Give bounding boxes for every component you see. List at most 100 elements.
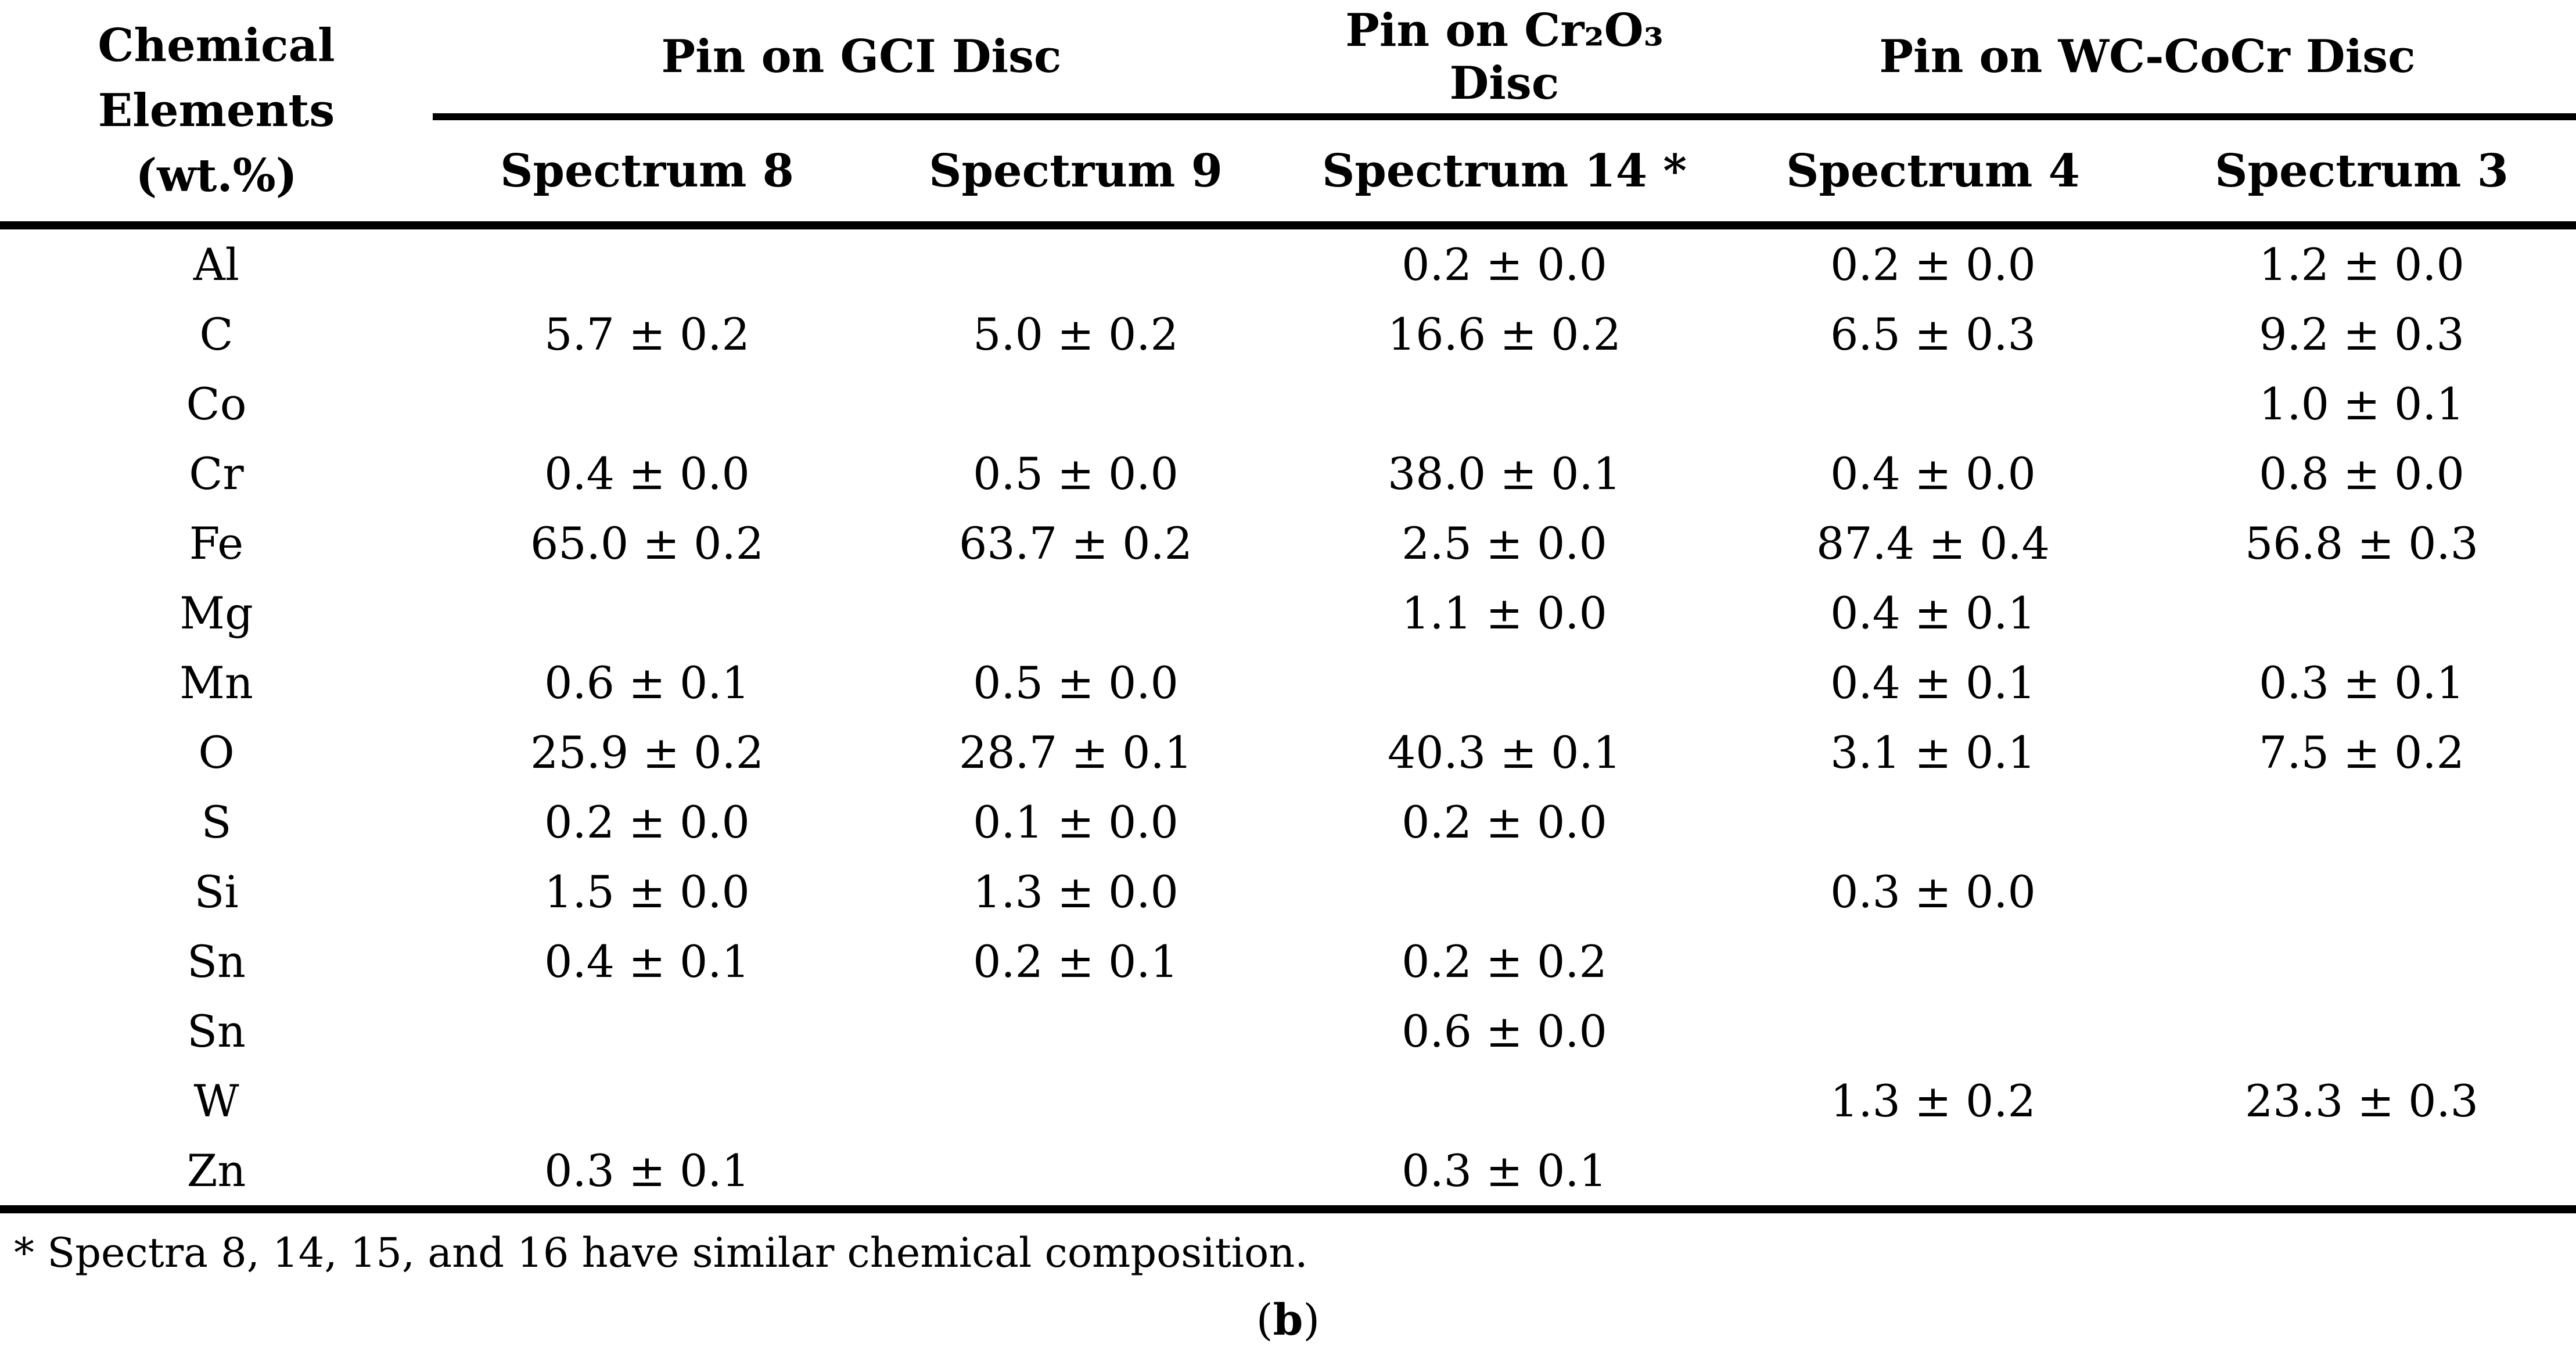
element-cell: Zn — [0, 1136, 433, 1213]
value-cell — [861, 578, 1290, 648]
value-cell — [1290, 857, 1719, 926]
column-header-spectrum-14: Spectrum 14 * — [1290, 117, 1719, 229]
element-cell: W — [193, 1075, 239, 1127]
value-cell — [2147, 578, 2576, 648]
table-row-fe: Fe 65.0 ± 0.2 63.7 ± 0.2 2.5 ± 0.0 87.4 … — [0, 508, 2576, 578]
value-cell: 40.3 ± 0.1 — [1387, 726, 1622, 778]
value-cell — [433, 996, 861, 1066]
value-cell: 0.2 ± 0.0 — [1402, 796, 1607, 848]
value-cell — [433, 369, 861, 439]
table-row-al: Al 0.2 ± 0.0 0.2 ± 0.0 1.2 ± 0.0 — [0, 225, 2576, 299]
value-cell — [2147, 1136, 2576, 1213]
table-row-mg: Mg 1.1 ± 0.0 0.4 ± 0.1 — [0, 578, 2576, 648]
value-cell: 28.7 ± 0.1 — [958, 726, 1193, 778]
value-cell — [1719, 369, 2147, 439]
value-cell: 1.0 ± 0.1 — [2259, 378, 2464, 430]
corner-header-chemical-elements: Chemical Elements (wt.%) — [0, 0, 433, 229]
element-cell: C — [199, 308, 233, 360]
value-cell: 0.2 ± 0.1 — [973, 935, 1179, 987]
element-cell: Fe — [189, 517, 244, 569]
value-cell: 56.8 ± 0.3 — [2244, 517, 2479, 569]
value-cell — [1719, 926, 2147, 996]
value-cell — [433, 578, 861, 648]
value-cell — [861, 1066, 1290, 1136]
value-cell: 0.4 ± 0.0 — [544, 447, 750, 500]
value-cell — [1719, 1136, 2147, 1213]
column-header-spectrum-8: Spectrum 8 — [433, 117, 861, 229]
table-row-si: Si 1.5 ± 0.0 1.3 ± 0.0 0.3 ± 0.0 — [0, 857, 2576, 926]
value-cell: 0.4 ± 0.1 — [544, 935, 750, 987]
value-cell: 23.3 ± 0.3 — [2244, 1075, 2479, 1127]
value-cell: 0.3 ± 0.1 — [433, 1136, 861, 1213]
value-cell — [2147, 787, 2576, 857]
table-row-mn: Mn 0.6 ± 0.1 0.5 ± 0.0 0.4 ± 0.1 0.3 ± 0… — [0, 648, 2576, 717]
value-cell: 87.4 ± 0.4 — [1816, 517, 2050, 569]
table-row-co: Co 1.0 ± 0.1 — [0, 369, 2576, 439]
value-cell: 3.1 ± 0.1 — [1830, 726, 2036, 778]
element-cell: S — [201, 796, 232, 848]
value-cell: 65.0 ± 0.2 — [530, 517, 764, 569]
value-cell: 0.4 ± 0.0 — [1830, 447, 2036, 500]
value-cell — [1719, 787, 2147, 857]
value-cell — [2147, 996, 2576, 1066]
value-cell: 6.5 ± 0.3 — [1830, 308, 2036, 360]
table-row-sn-1: Sn 0.4 ± 0.1 0.2 ± 0.1 0.2 ± 0.2 — [0, 926, 2576, 996]
element-cell: Co — [186, 378, 247, 430]
column-header-spectrum-9: Spectrum 9 — [861, 117, 1290, 229]
element-cell: Sn — [186, 1005, 246, 1057]
value-cell: 0.3 ± 0.1 — [1290, 1136, 1719, 1213]
table-row-w: W 1.3 ± 0.2 23.3 ± 0.3 — [0, 1066, 2576, 1136]
value-cell: 5.0 ± 0.2 — [973, 308, 1179, 360]
table-body: Al 0.2 ± 0.0 0.2 ± 0.0 1.2 ± 0.0 C 5.7 ±… — [0, 225, 2576, 1213]
value-cell: 5.7 ± 0.2 — [544, 308, 750, 360]
table-row-s: S 0.2 ± 0.0 0.1 ± 0.0 0.2 ± 0.0 — [0, 787, 2576, 857]
value-cell: 1.2 ± 0.0 — [2259, 238, 2464, 290]
element-cell: Mg — [179, 587, 253, 639]
value-cell — [861, 369, 1290, 439]
value-cell: 0.4 ± 0.1 — [1830, 587, 2036, 639]
value-cell: 38.0 ± 0.1 — [1387, 447, 1622, 500]
value-cell: 0.5 ± 0.0 — [973, 656, 1179, 709]
element-cell: Al — [193, 238, 240, 290]
caption-close-paren: ) — [1303, 1295, 1320, 1345]
chemical-composition-table: Chemical Elements (wt.%) Pin on GCI Disc… — [0, 0, 2576, 1213]
value-cell — [861, 996, 1290, 1066]
value-cell: 1.5 ± 0.0 — [544, 865, 750, 918]
element-cell: Mn — [179, 656, 253, 709]
column-header-spectrum-3: Spectrum 3 — [2147, 117, 2576, 229]
value-cell — [2147, 857, 2576, 926]
table-row-o: O 25.9 ± 0.2 28.7 ± 0.1 40.3 ± 0.1 3.1 ±… — [0, 717, 2576, 787]
caption-open-paren: ( — [1256, 1295, 1273, 1345]
value-cell — [1290, 1066, 1719, 1136]
value-cell: 0.6 ± 0.0 — [1402, 1005, 1607, 1057]
group-header-row: Chemical Elements (wt.%) Pin on GCI Disc… — [0, 0, 2576, 229]
value-cell: 63.7 ± 0.2 — [958, 517, 1193, 569]
value-cell: 0.2 ± 0.0 — [1830, 238, 2036, 290]
column-header-spectrum-4: Spectrum 4 — [1719, 117, 2147, 229]
value-cell — [433, 225, 861, 299]
element-cell: Si — [194, 865, 239, 918]
value-cell: 1.1 ± 0.0 — [1402, 587, 1607, 639]
group-header-cr2o3-disc: Pin on Cr₂O₃ Disc — [1290, 0, 1719, 120]
spectrum-header-row: Spectrum 8 Spectrum 9 Spectrum 14 * Spec… — [0, 117, 2576, 229]
value-cell — [433, 1066, 861, 1136]
value-cell: 0.2 ± 0.0 — [544, 796, 750, 848]
value-cell: 1.3 ± 0.0 — [973, 865, 1179, 918]
value-cell: 0.2 ± 0.0 — [1402, 238, 1607, 290]
table-header: Chemical Elements (wt.%) Pin on GCI Disc… — [0, 0, 2576, 229]
value-cell — [1290, 648, 1719, 717]
value-cell: 9.2 ± 0.3 — [2259, 308, 2464, 360]
table-row-sn-2: Sn 0.6 ± 0.0 — [0, 996, 2576, 1066]
value-cell: 0.6 ± 0.1 — [544, 656, 750, 709]
value-cell: 0.3 ± 0.0 — [1830, 865, 2036, 918]
subfigure-caption: (b) — [0, 1295, 2576, 1345]
table-row-cr: Cr 0.4 ± 0.0 0.5 ± 0.0 38.0 ± 0.1 0.4 ± … — [0, 439, 2576, 508]
table-row-zn: Zn 0.3 ± 0.1 0.3 ± 0.1 — [0, 1136, 2576, 1213]
value-cell: 0.3 ± 0.1 — [2259, 656, 2464, 709]
value-cell — [1290, 369, 1719, 439]
value-cell — [861, 225, 1290, 299]
value-cell: 0.2 ± 0.2 — [1402, 935, 1607, 987]
element-cell: Cr — [189, 447, 244, 500]
caption-letter: b — [1273, 1295, 1303, 1345]
